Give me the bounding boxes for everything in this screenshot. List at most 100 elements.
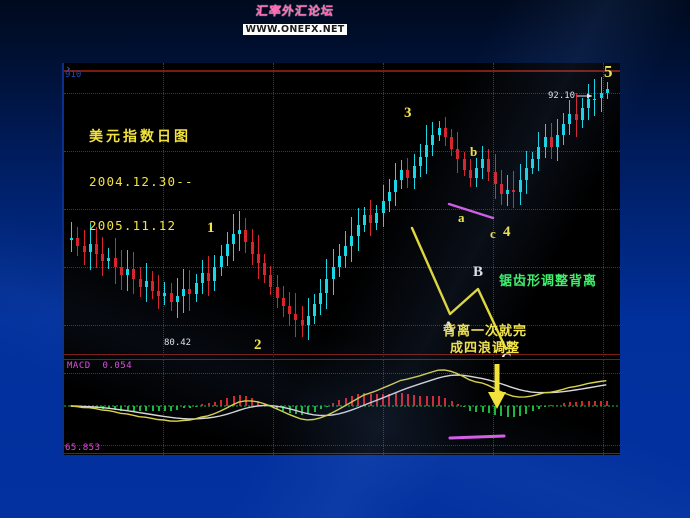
- candle: [394, 63, 397, 357]
- gridline-v: [603, 63, 604, 357]
- candle: [518, 63, 522, 357]
- candle: [506, 63, 510, 357]
- macd-histogram-bar: [163, 406, 166, 411]
- candle: [531, 63, 534, 357]
- macd-histogram-bar: [145, 406, 148, 411]
- candle: [207, 63, 211, 357]
- candle: [587, 63, 591, 357]
- wave-label-5: 5: [604, 63, 613, 81]
- macd-histogram-bar: [556, 404, 559, 406]
- price-divergence-line-overlay: [447, 202, 495, 220]
- candle: [138, 63, 142, 357]
- candle: [70, 63, 73, 357]
- watermark-cn-text: 汇率外汇论坛: [255, 4, 335, 18]
- macd-histogram-bar: [600, 400, 602, 406]
- candle: [294, 63, 298, 357]
- candle: [319, 63, 323, 357]
- candle: [188, 63, 192, 357]
- candle: [300, 63, 304, 357]
- macd-line: [70, 374, 607, 420]
- price-tag-high: 92.10: [548, 91, 576, 101]
- candle: [437, 63, 441, 357]
- candle: [275, 63, 279, 357]
- annotation-wave4-line1: 背离一次就完: [443, 324, 528, 339]
- candle: [194, 63, 198, 357]
- annotation-wave4-note: 背离一次就完 成四浪调整: [443, 324, 527, 358]
- macd-histogram-bar: [531, 406, 534, 412]
- chart-title-line1: 美元指数日图: [89, 128, 191, 145]
- macd-histogram-bar: [438, 396, 441, 406]
- candle: [88, 63, 92, 357]
- macd-histogram-bar: [537, 406, 540, 409]
- macd-histogram-bar: [195, 406, 198, 407]
- candle: [232, 63, 235, 357]
- macd-histogram-bar: [581, 401, 584, 406]
- candle: [537, 63, 541, 357]
- candle: [462, 63, 466, 357]
- candle: [119, 63, 123, 357]
- candle: [362, 63, 366, 357]
- candle: [599, 63, 603, 357]
- macd-footer-value: 65.853: [65, 443, 101, 453]
- schematic-label-C: C: [501, 351, 512, 357]
- macd-histogram-bar: [338, 400, 341, 406]
- macd-histogram-bar: [350, 396, 353, 406]
- macd-histogram-bar: [332, 403, 335, 406]
- candle: [387, 63, 391, 357]
- macd-label: MACD: [67, 361, 91, 371]
- wave-label-3: 3: [404, 105, 412, 121]
- macd-histogram-bar: [587, 400, 590, 406]
- candle: [549, 63, 553, 357]
- candle: [225, 63, 229, 357]
- macd-histogram-bar: [525, 406, 528, 414]
- macd-histogram-bar: [325, 406, 328, 407]
- candle: [244, 63, 248, 357]
- schematic-label-B: B: [473, 264, 484, 280]
- chart-title-block: 美元指数日图 2004.12.30-- 2005.11.12: [89, 99, 194, 263]
- candle: [443, 63, 447, 357]
- candle: [151, 63, 154, 357]
- gridline-h: [64, 445, 620, 446]
- macd-histogram-bar: [307, 406, 310, 415]
- candle: [182, 63, 186, 357]
- macd-pane[interactable]: MACD 0.054 65.853: [64, 359, 620, 455]
- candle: [425, 63, 429, 357]
- gridline-v: [603, 359, 604, 455]
- candle: [163, 63, 167, 357]
- candle: [331, 63, 335, 357]
- candle: [456, 63, 460, 357]
- candle: [219, 63, 223, 357]
- macd-histogram-bar: [481, 406, 484, 412]
- candle: [213, 63, 217, 357]
- macd-histogram-bar: [382, 393, 384, 406]
- macd-histogram-bar: [406, 394, 409, 406]
- macd-histogram-bar: [319, 406, 322, 410]
- wave-label-b: b: [470, 144, 478, 159]
- candle: [450, 63, 453, 357]
- watermark-url: WWW.ONEFX.NET: [243, 24, 347, 35]
- macd-histogram-bar: [120, 406, 123, 411]
- macd-histogram-bar: [450, 400, 453, 406]
- macd-histogram-bar: [469, 406, 472, 411]
- trading-chart-window[interactable]: › 910 80.42 92.10 美元指数日图: [62, 63, 620, 455]
- macd-histogram-bar: [251, 398, 254, 406]
- macd-lines-overlay: [70, 369, 607, 422]
- wave-label-2: 2: [254, 337, 262, 353]
- candle: [144, 63, 148, 357]
- candle: [157, 63, 161, 357]
- watermark: 汇率外汇论坛 WWW.ONEFX.NET: [243, 2, 347, 37]
- candle: [381, 63, 385, 357]
- wave-label-1: 1: [207, 220, 215, 236]
- candle: [175, 63, 179, 357]
- gridline-v: [163, 359, 164, 455]
- macd-histogram-bar: [114, 406, 117, 410]
- candle: [543, 63, 547, 357]
- gridline-h: [64, 209, 620, 210]
- macd-histogram-bar: [188, 406, 191, 408]
- candle: [344, 63, 348, 357]
- macd-histogram-bar: [444, 397, 447, 406]
- gridline-v: [163, 63, 164, 357]
- gridline-h: [64, 267, 620, 268]
- price-pane[interactable]: › 910 80.42 92.10 美元指数日图: [64, 63, 620, 357]
- macd-histogram-bar: [512, 406, 515, 417]
